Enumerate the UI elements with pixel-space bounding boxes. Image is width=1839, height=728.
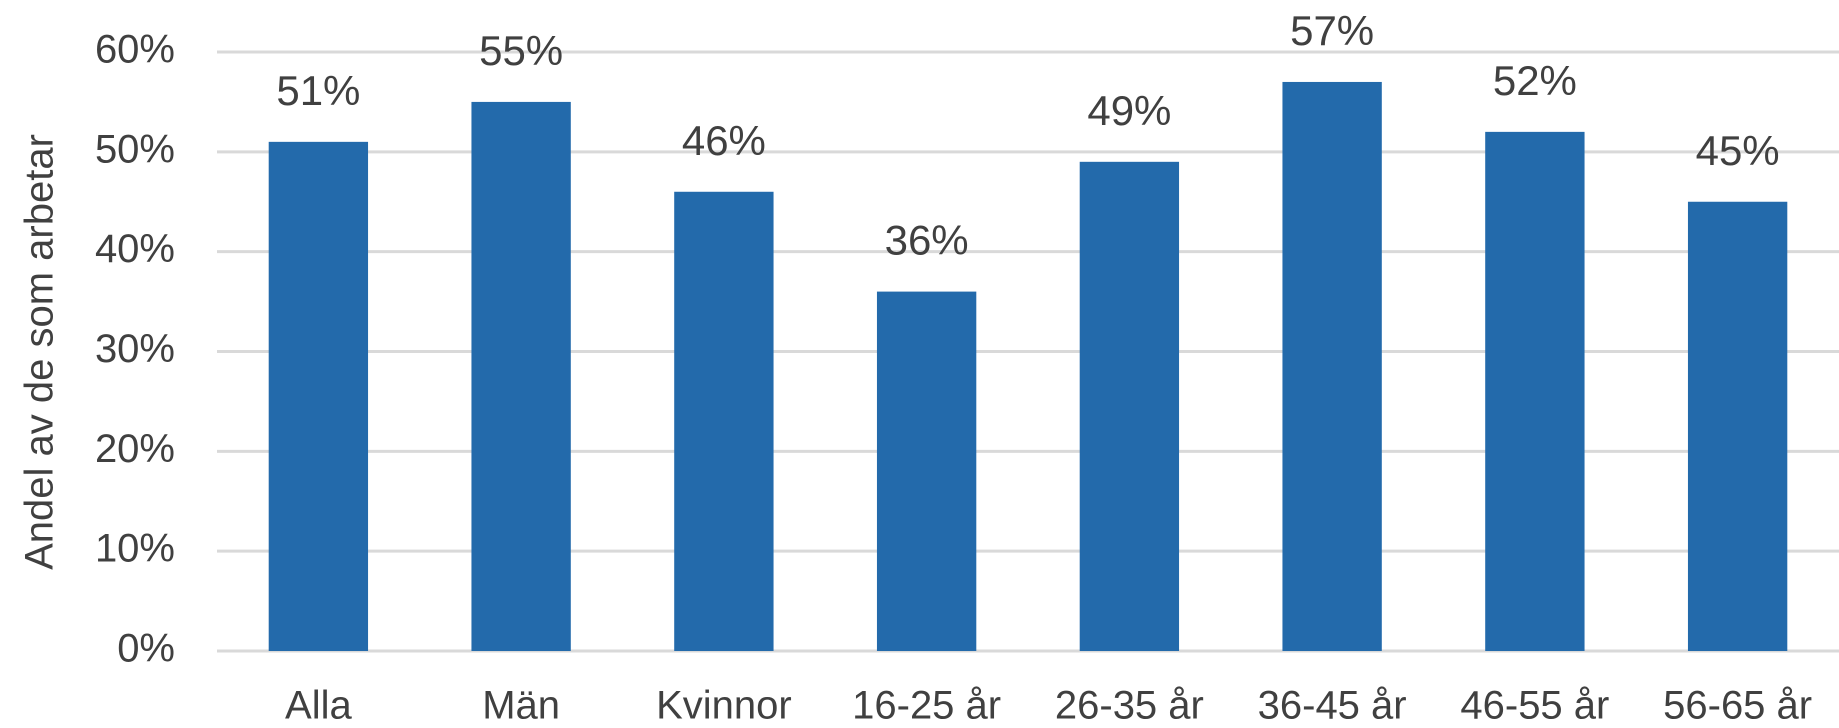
data-label: 45% [1696, 127, 1780, 174]
data-label: 57% [1290, 7, 1374, 54]
bar [1079, 161, 1180, 652]
x-tick-label: 56-65 år [1663, 684, 1812, 728]
y-tick-label: 0% [117, 627, 175, 671]
bar [471, 101, 571, 651]
bar [268, 141, 369, 651]
x-tick-label: 26-35 år [1055, 684, 1204, 728]
y-tick-label: 60% [95, 28, 175, 72]
data-label: 46% [682, 117, 766, 164]
data-label: 55% [479, 27, 563, 74]
data-label: 51% [276, 67, 360, 114]
y-tick-label: 20% [95, 427, 175, 471]
y-tick-label: 10% [95, 527, 175, 571]
x-tick-label: Alla [285, 684, 352, 728]
x-tick-label: Män [482, 684, 560, 728]
bar [876, 291, 977, 651]
data-label: 49% [1087, 87, 1171, 134]
y-tick-label: 50% [95, 127, 175, 171]
x-tick-label: 46-55 år [1460, 684, 1609, 728]
data-label: 52% [1493, 57, 1577, 104]
x-tick-label: 36-45 år [1258, 684, 1407, 728]
y-tick-label: 40% [95, 227, 175, 271]
bar [1687, 201, 1788, 651]
y-axis-label: Andel av de som arbetar [18, 134, 62, 570]
data-label: 36% [885, 217, 969, 264]
x-tick-label: Kvinnor [656, 684, 792, 728]
x-tick-label: 16-25 år [852, 684, 1001, 728]
y-tick-label: 30% [95, 327, 175, 371]
bar [1485, 131, 1585, 651]
bar [674, 191, 774, 651]
bar [1282, 81, 1382, 651]
